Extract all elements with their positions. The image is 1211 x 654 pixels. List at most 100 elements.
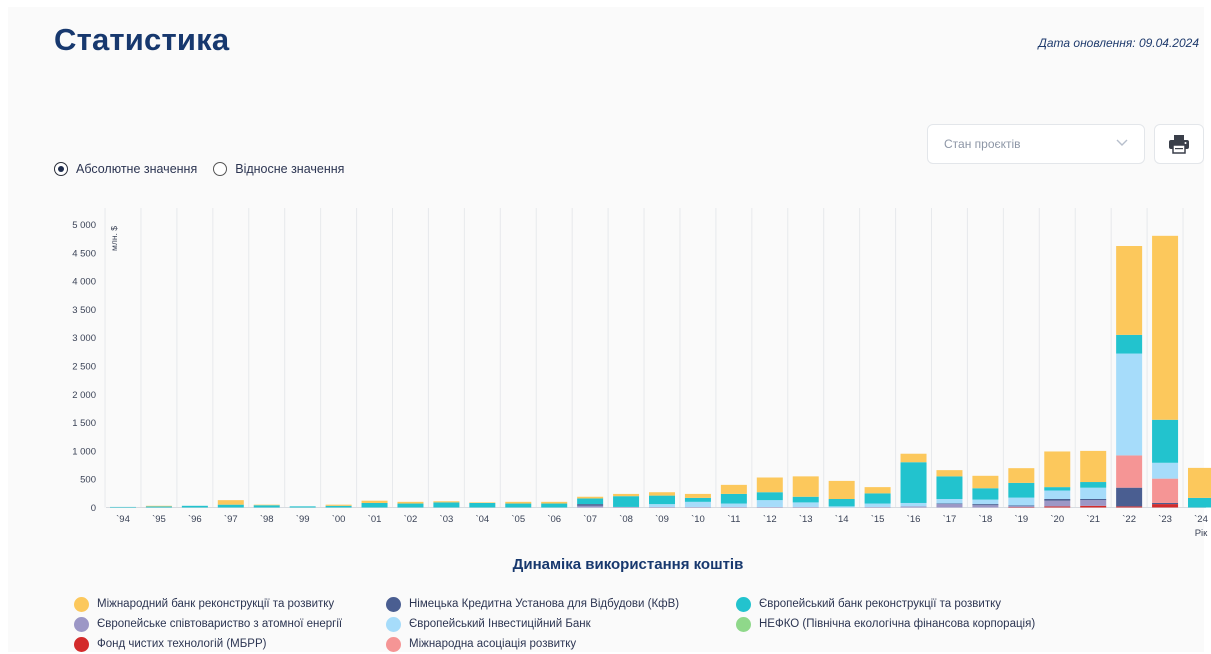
bar-segment[interactable] [649, 504, 675, 507]
bar-segment[interactable] [864, 503, 891, 507]
bar-segment[interactable] [1152, 235, 1179, 420]
bar-segment[interactable] [756, 492, 783, 501]
bar-segment[interactable] [577, 504, 604, 506]
bar-segment[interactable] [1044, 499, 1071, 501]
bar-segment[interactable] [720, 506, 747, 508]
bar-segment[interactable] [577, 505, 604, 508]
legend-item[interactable]: НЕФКО (Північна екологічна фінансова кор… [736, 616, 1035, 632]
bar-segment[interactable] [505, 503, 532, 508]
bar-segment[interactable] [1008, 505, 1035, 507]
bar-segment[interactable] [145, 506, 172, 508]
bar-segment[interactable] [325, 505, 352, 508]
radio-unchecked-icon[interactable] [213, 162, 228, 176]
bar-segment[interactable] [253, 505, 280, 508]
bar-segment[interactable] [1080, 499, 1107, 501]
bar-segment[interactable] [613, 493, 640, 497]
legend-item[interactable]: Фонд чистих технологій (МБРР) [74, 636, 266, 652]
bar-segment[interactable] [720, 484, 747, 494]
bar-segment[interactable] [649, 506, 675, 508]
bar-segment[interactable] [936, 504, 963, 508]
bar-segment[interactable] [1080, 450, 1107, 483]
bar-segment[interactable] [864, 493, 891, 504]
bar-segment[interactable] [936, 470, 963, 477]
bar-segment[interactable] [1188, 497, 1211, 508]
bar-segment[interactable] [1044, 500, 1071, 507]
legend-item[interactable]: Європейське співтовариство з атомної ене… [74, 616, 342, 632]
bar-segment[interactable] [1188, 467, 1211, 498]
bar-segment[interactable] [613, 496, 640, 507]
bar-segment[interactable] [1044, 487, 1071, 491]
bar-segment[interactable] [1044, 451, 1071, 488]
bar-segment[interactable] [1008, 468, 1035, 483]
bar-segment[interactable] [1152, 502, 1179, 505]
bar-segment[interactable] [1080, 482, 1107, 488]
print-button[interactable] [1154, 124, 1204, 164]
legend-item[interactable]: Європейський Інвестиційний Банк [386, 616, 591, 632]
bar-segment[interactable] [1008, 497, 1035, 506]
bar-segment[interactable] [541, 503, 568, 508]
bar-segment[interactable] [792, 502, 819, 507]
bar-segment[interactable] [397, 503, 424, 508]
bar-segment[interactable] [792, 476, 819, 497]
bar-segment[interactable] [900, 453, 927, 463]
bar-segment[interactable] [972, 475, 999, 489]
radio-relative[interactable]: Відносне значення [213, 162, 344, 176]
bar-segment[interactable] [433, 502, 460, 508]
bar-segment[interactable] [756, 500, 783, 507]
bar-segment[interactable] [1080, 500, 1107, 506]
bar-segment[interactable] [1116, 506, 1143, 508]
bar-segment[interactable] [1008, 482, 1035, 498]
bar-segment[interactable] [361, 500, 388, 503]
bar-segment[interactable] [828, 480, 855, 500]
bar-segment[interactable] [972, 504, 999, 506]
bar-segment[interactable] [972, 488, 999, 500]
bar-segment[interactable] [577, 498, 604, 505]
bar-segment[interactable] [792, 506, 819, 508]
bar-segment[interactable] [1152, 478, 1179, 503]
bar-segment[interactable] [1116, 353, 1143, 456]
bar-segment[interactable] [577, 496, 604, 499]
bar-segment[interactable] [613, 506, 640, 508]
bar-segment[interactable] [1044, 490, 1071, 500]
bar-segment[interactable] [469, 502, 496, 508]
project-status-select[interactable]: Стан проєктів [927, 124, 1145, 164]
bar-segment[interactable] [756, 506, 783, 508]
bar-segment[interactable] [289, 506, 316, 508]
legend-item[interactable]: Європейський банк реконструкції та розви… [736, 596, 1001, 612]
bar-segment[interactable] [217, 500, 244, 505]
bar-segment[interactable] [649, 492, 675, 496]
bar-segment[interactable] [900, 462, 927, 503]
bar-segment[interactable] [936, 476, 963, 500]
bar-segment[interactable] [864, 506, 891, 508]
bar-segment[interactable] [1116, 455, 1143, 488]
bar-segment[interactable] [1080, 505, 1107, 508]
bar-segment[interactable] [505, 501, 532, 504]
bar-segment[interactable] [1152, 462, 1179, 479]
bar-segment[interactable] [756, 477, 783, 493]
bar-segment[interactable] [1116, 334, 1143, 354]
bar-segment[interactable] [361, 502, 388, 508]
bar-segment[interactable] [1044, 506, 1071, 508]
bar-segment[interactable] [1152, 504, 1179, 508]
bar-segment[interactable] [469, 502, 496, 503]
bar-segment[interactable] [684, 493, 711, 498]
bar-segment[interactable] [936, 503, 963, 505]
bar-segment[interactable] [684, 497, 711, 502]
bar-segment[interactable] [1008, 506, 1035, 508]
bar-segment[interactable] [900, 506, 927, 508]
bar-segment[interactable] [541, 501, 568, 504]
bar-segment[interactable] [1152, 419, 1179, 463]
bar-segment[interactable] [649, 495, 675, 505]
bar-segment[interactable] [900, 502, 927, 507]
bar-segment[interactable] [720, 493, 747, 504]
bar-segment[interactable] [145, 505, 172, 507]
bar-segment[interactable] [684, 506, 711, 508]
bar-segment[interactable] [936, 499, 963, 504]
bar-segment[interactable] [325, 504, 352, 506]
bar-segment[interactable] [1008, 507, 1035, 508]
bar-segment[interactable] [217, 504, 244, 508]
bar-segment[interactable] [972, 505, 999, 508]
bar-segment[interactable] [433, 501, 460, 503]
bar-segment[interactable] [828, 506, 855, 508]
radio-absolute[interactable]: Абсолютне значення [54, 162, 197, 176]
